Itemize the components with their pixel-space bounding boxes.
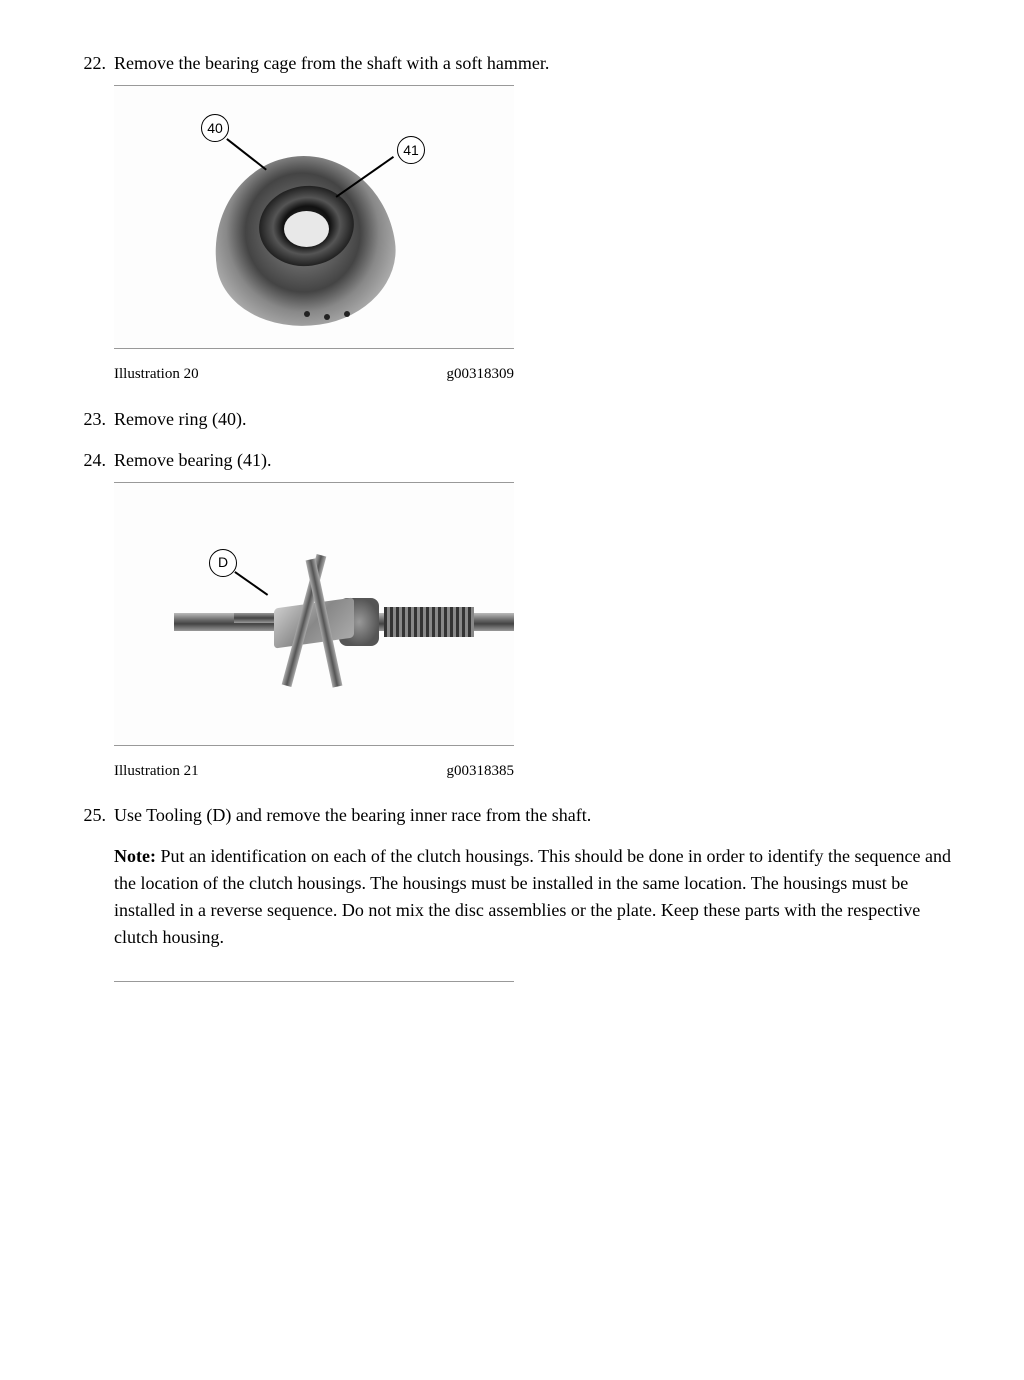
illustration-code: g00318309 — [447, 363, 515, 386]
step-24: 24. Remove bearing (41). — [70, 447, 954, 474]
step-text: Remove the bearing cage from the shaft w… — [114, 50, 954, 77]
spline-shape — [384, 607, 474, 637]
step-text: Remove ring (40). — [114, 406, 954, 433]
step-25: 25. Use Tooling (D) and remove the beari… — [70, 802, 954, 829]
dot — [344, 311, 350, 317]
illustration-code: g00318385 — [447, 760, 515, 783]
step-23: 23. Remove ring (40). — [70, 406, 954, 433]
step-text: Remove bearing (41). — [114, 447, 954, 474]
callout-line — [227, 138, 267, 170]
step-text: Use Tooling (D) and remove the bearing i… — [114, 802, 954, 829]
note-body: Put an identification on each of the clu… — [114, 846, 951, 947]
divider — [114, 981, 514, 982]
note-prefix: Note: — [114, 846, 160, 866]
dot — [324, 314, 330, 320]
note-block: Note: Put an identification on each of t… — [114, 843, 954, 951]
step-number: 25. — [70, 802, 114, 829]
step-22: 22. Remove the bearing cage from the sha… — [70, 50, 954, 77]
figure-21-caption: Illustration 21 g00318385 — [114, 760, 514, 783]
callout-40: 40 — [201, 114, 229, 142]
illustration-label: Illustration 21 — [114, 760, 199, 783]
step-number: 23. — [70, 406, 114, 433]
figure-21-image: D — [114, 482, 514, 746]
figure-20-image: 40 41 — [114, 85, 514, 349]
figure-21-container: D Illustration 21 g00318385 — [114, 482, 954, 783]
figure-20-container: 40 41 Illustration 20 g00318309 — [114, 85, 954, 386]
callout-d: D — [209, 549, 237, 577]
step-number: 22. — [70, 50, 114, 77]
bearing-hole-shape — [284, 211, 329, 247]
figure-20-caption: Illustration 20 g00318309 — [114, 363, 514, 386]
illustration-label: Illustration 20 — [114, 363, 199, 386]
step-number: 24. — [70, 447, 114, 474]
puller-shape — [264, 553, 364, 683]
callout-41: 41 — [397, 136, 425, 164]
dot — [304, 311, 310, 317]
